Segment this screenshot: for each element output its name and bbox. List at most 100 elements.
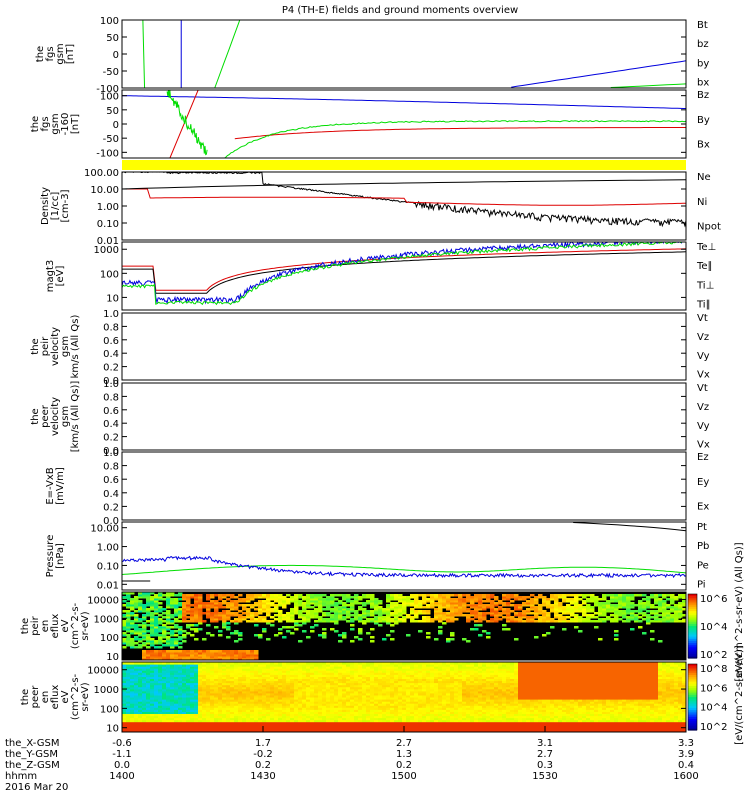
heatmap-cell [246,713,251,717]
heatmap-cell [398,694,403,698]
heatmap-cell [438,721,443,725]
heatmap-cell [386,707,391,710]
heatmap-cell [190,612,195,615]
heatmap-cell [370,664,375,667]
heatmap-cell [122,692,127,696]
heatmap-cell [562,612,567,615]
heatmap-cell [330,727,335,731]
heatmap-cell [382,670,387,673]
heatmap-cell [450,606,455,609]
heatmap-cell [322,632,327,635]
heatmap-cell [206,715,211,719]
heatmap-cell [170,697,175,700]
heatmap-cell [266,638,271,641]
heatmap-cell [150,668,155,671]
heatmap-cell [382,699,387,702]
heatmap-cell [670,610,675,613]
heatmap-cell [126,616,131,619]
heatmap-cell [466,618,471,621]
heatmap-cell [142,694,147,698]
heatmap-cell [330,608,335,611]
heatmap-cell [278,699,283,702]
heatmap-cell [402,668,407,671]
heatmap-cell [382,612,387,615]
heatmap-cell [646,596,651,599]
heatmap-cell [174,672,179,675]
heatmap-cell [162,678,167,682]
heatmap-cell [402,604,407,607]
heatmap-cell [386,662,391,665]
heatmap-cell [474,606,479,609]
heatmap-cell [282,719,287,723]
heatmap-cell [246,664,251,667]
heatmap-cell [334,721,339,725]
heatmap-cell [558,620,563,623]
heatmap-cell [314,666,319,669]
heatmap-cell [330,721,335,725]
heatmap-cell [226,656,231,659]
heatmap-cell [318,678,323,682]
heatmap-cell [302,676,307,679]
heatmap-cell [214,713,219,717]
heatmap-cell [482,614,487,617]
heatmap-cell [354,662,359,665]
heatmap-cell [602,606,607,609]
heatmap-cell [130,592,135,595]
heatmap-cell [142,715,147,719]
heatmap-cell [542,614,547,617]
heatmap-cell [382,666,387,669]
heatmap-cell [398,699,403,702]
heatmap-cell [170,707,175,710]
heatmap-cell [554,620,559,623]
heatmap-cell [266,694,271,698]
heatmap-cell [238,717,243,721]
heatmap-cell [202,666,207,669]
heatmap-cell [338,729,343,733]
heatmap-cell [594,602,599,605]
heatmap-cell [538,608,543,611]
heatmap-cell [658,614,663,617]
heatmap-cell [226,701,231,704]
heatmap-cell [150,640,155,643]
heatmap-cell [174,676,179,679]
heatmap-cell [642,618,647,621]
heatmap-cell [222,705,227,708]
heatmap-cell [238,709,243,712]
heatmap-cell [378,697,383,700]
heatmap-cell [154,670,159,673]
heatmap-cell [370,628,375,631]
heatmap-cell [154,650,159,653]
heatmap-cell [254,650,259,653]
heatmap-cell [358,688,363,692]
heatmap-cell [406,699,411,702]
heatmap-cell [370,614,375,617]
heatmap-cell [602,610,607,613]
heatmap-cell [518,620,523,623]
heatmap-cell [346,723,351,727]
heatmap-cell [222,699,227,702]
heatmap-cell [314,610,319,613]
heatmap-cell [234,715,239,719]
heatmap-cell [310,614,315,617]
heatmap-cell [306,686,311,690]
heatmap-cell [394,682,399,686]
y-axis-label: the [20,618,31,634]
heatmap-cell [658,598,663,601]
heatmap-cell [202,715,207,719]
heatmap-cell [322,636,327,639]
heatmap-cell [254,682,259,686]
heatmap-cell [294,668,299,671]
heatmap-cell [326,664,331,667]
heatmap-cell [306,692,311,696]
heatmap-cell [190,715,195,719]
heatmap-cell [246,692,251,696]
colorbar-swatch [688,596,697,599]
heatmap-cell [142,678,147,682]
heatmap-cell [186,594,191,597]
heatmap-cell [474,610,479,613]
heatmap-cell [262,707,267,710]
heatmap-cell [362,682,367,686]
heatmap-cell [150,598,155,601]
heatmap-cell [246,680,251,684]
heatmap-cell [262,727,267,731]
